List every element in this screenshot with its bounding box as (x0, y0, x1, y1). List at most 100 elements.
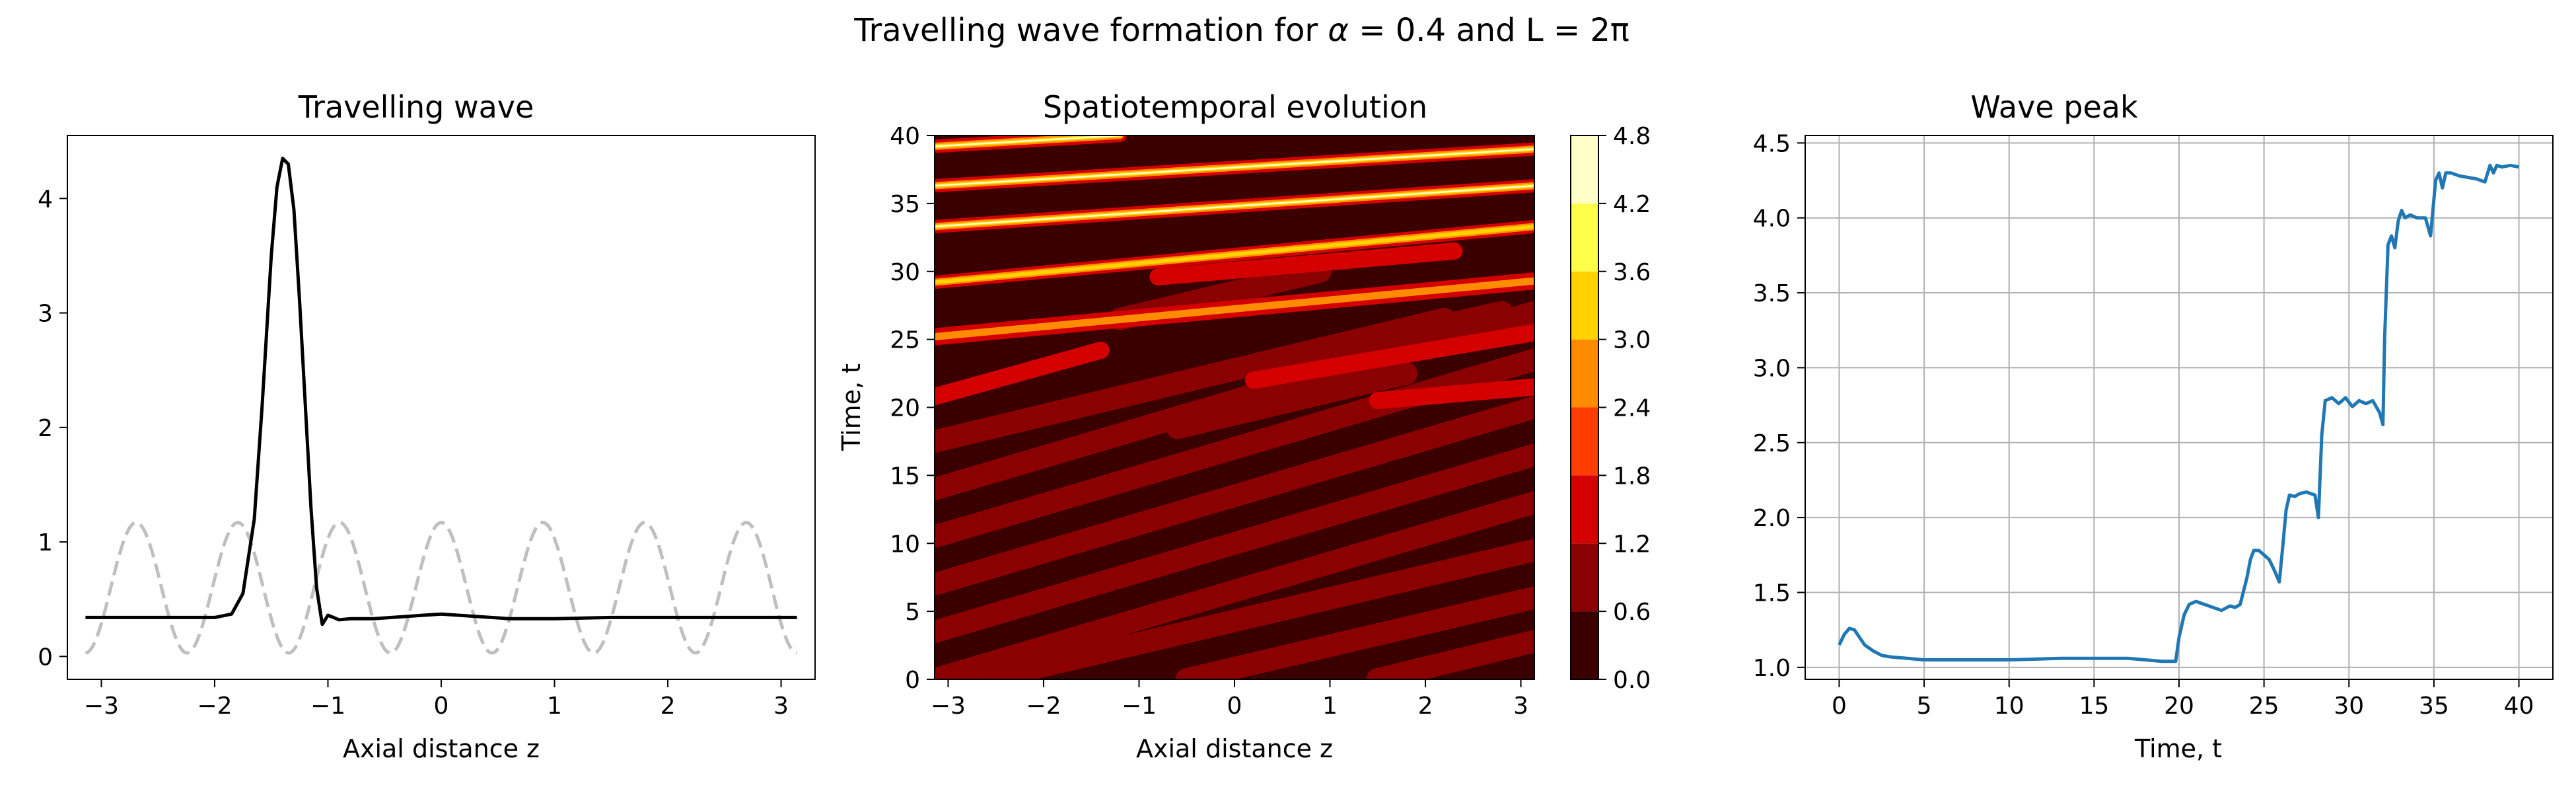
colorbar-tick-label: 4.2 (1613, 191, 1651, 218)
colorbar-segment (1571, 135, 1598, 204)
panel3-grid (1805, 135, 2553, 679)
colorbar-tick-label: 2.4 (1613, 395, 1651, 422)
wave-peak-line (1838, 163, 2519, 663)
panel3-yticks: 1.0 1.5 2.0 2.5 3.0 3.5 4.0 4.5 (1753, 130, 1805, 682)
colorbar-segment (1571, 271, 1598, 340)
panel3-title: Wave peak (1970, 89, 2138, 125)
colorbar-tick-label: 0.0 (1613, 667, 1651, 694)
panel2-xlabel: Axial distance z (1136, 734, 1333, 763)
colorbar-segment (1571, 339, 1598, 408)
colorbar-segment (1571, 203, 1598, 272)
heatmap-ridge-outer (1244, 324, 1534, 389)
figure-suptitle: Travelling wave formation for α = 0.4 an… (853, 12, 1629, 49)
heatmap-ridge-mid (935, 277, 1534, 341)
panel1-xtick-label: −3 (84, 693, 119, 720)
panel-wave-peak: Wave peak 0 5 10 15 20 25 30 35 40 1.0 1.5 2.0 2.5 3… (1753, 89, 2554, 763)
panel2-xticks: −3 −2 −1 0 1 2 3 (931, 679, 1528, 720)
forcing-curve (85, 521, 798, 655)
panel3-xtick-label: 40 (2504, 693, 2534, 720)
panel3-xtick-label: 30 (2334, 693, 2364, 720)
panel2-ytick-label: 5 (905, 599, 920, 626)
colorbar-tick-label: 3.0 (1613, 327, 1651, 354)
colorbar: 0.0 0.6 1.2 1.8 2.4 3.0 3.6 4.2 4.8 (1570, 123, 1651, 694)
panel1-xtick-label: 0 (434, 693, 449, 720)
panel1-xticks: −3 −2 −1 0 1 2 3 (84, 679, 789, 720)
heatmap-ridge-outer (1149, 242, 1463, 285)
heatmap-ridge-peak (935, 184, 1534, 228)
heatmap-ridge-outer (935, 342, 1110, 406)
panel3-xtick-label: 10 (1994, 693, 2024, 720)
panel2-ytick-label: 35 (890, 191, 920, 218)
panel3-ytick-label: 1.0 (1753, 655, 1791, 682)
panel1-xlabel: Axial distance z (343, 734, 540, 763)
colorbar-tick-label: 3.6 (1613, 259, 1651, 286)
panel2-ytick-label: 30 (890, 259, 920, 286)
panel2-ylabel: Time, t (837, 363, 866, 451)
panel1-xtick-label: 3 (773, 693, 789, 720)
panel2-ytick-label: 20 (890, 395, 920, 422)
colorbar-tick-label: 1.8 (1613, 463, 1651, 490)
panel1-ytick-label: 2 (38, 415, 53, 442)
heatmap-band (935, 396, 1534, 595)
panel3-xtick-label: 15 (2079, 693, 2109, 720)
colorbar-segment (1571, 543, 1598, 612)
panel3-ytick-label: 1.5 (1753, 580, 1791, 607)
panel3-ytick-label: 3.0 (1753, 355, 1791, 382)
panel3-xticks: 0 5 10 15 20 25 30 35 40 (1832, 679, 2534, 720)
panel3-plot (1838, 163, 2519, 663)
panel2-ytick-label: 25 (890, 327, 920, 354)
panel-travelling-wave: Travelling wave −3 −2 −1 0 1 2 3 0 1 2 3 4 Axial d… (38, 89, 816, 763)
heatmap-band (975, 539, 1534, 679)
colorbar-tick-label: 1.2 (1613, 531, 1651, 558)
panel3-xtick-label: 0 (1832, 693, 1847, 720)
colorbar-tick-label: 0.6 (1613, 599, 1651, 626)
panel3-ytick-label: 2.5 (1753, 430, 1791, 457)
panel2-xtick-label: 0 (1227, 693, 1242, 720)
panel3-xtick-label: 5 (1917, 693, 1932, 720)
panel2-ytick-label: 40 (890, 123, 920, 150)
panel-spatiotemporal: Spatiotemporal evolution −3 −2 −1 0 1 2 3 0 5 10… (837, 89, 1651, 763)
panel1-xtick-label: 2 (661, 693, 676, 720)
heatmap-ridge-core (935, 224, 1534, 285)
panel2-ytick-label: 15 (890, 463, 920, 490)
panel3-ytick-label: 2.0 (1753, 505, 1791, 532)
panel2-xtick-label: 3 (1513, 693, 1528, 720)
colorbar-segment (1571, 407, 1598, 476)
panel1-title: Travelling wave (298, 89, 534, 125)
panel1-xtick-label: 1 (547, 693, 562, 720)
panel1-ytick-label: 3 (38, 301, 53, 328)
panel2-ytick-label: 0 (905, 667, 920, 694)
panel2-xtick-label: −3 (931, 693, 966, 720)
heatmap-band (1175, 586, 1534, 679)
heatmap-field (935, 135, 1534, 679)
heatmap-ridge-outer (1369, 378, 1534, 410)
panel3-xlabel: Time, t (2134, 734, 2222, 763)
panel3-ytick-label: 4.5 (1753, 130, 1791, 157)
heatmap-ridge-peak (935, 148, 1534, 187)
colorbar-segment (1571, 611, 1598, 679)
panel1-xtick-label: −2 (197, 693, 232, 720)
panel2-ytick-label: 10 (890, 531, 920, 558)
panel1-plot (85, 157, 798, 655)
heatmap-band (1366, 630, 1534, 679)
panel2-title: Spatiotemporal evolution (1043, 89, 1427, 125)
panel3-xtick-label: 20 (2164, 693, 2194, 720)
panel3-ytick-label: 4.0 (1753, 206, 1791, 233)
panel2-xtick-label: −1 (1122, 693, 1157, 720)
panel1-ytick-label: 4 (38, 186, 53, 213)
wave-curve (85, 157, 797, 626)
heatmap-ridge-peak (935, 135, 1121, 147)
colorbar-segment (1571, 475, 1598, 544)
heatmap-band (1166, 362, 1418, 439)
panel1-yticks: 0 1 2 3 4 (38, 186, 67, 671)
panel2-xtick-label: −2 (1026, 693, 1061, 720)
panel1-ytick-label: 1 (38, 529, 53, 556)
panel1-ytick-label: 0 (38, 644, 53, 671)
colorbar-tick-label: 4.8 (1613, 123, 1651, 150)
panel2-xtick-label: 1 (1322, 693, 1338, 720)
panel3-ytick-label: 3.5 (1753, 280, 1791, 307)
heatmap-band (935, 443, 1534, 643)
panel2-yticks: 0 5 10 15 20 25 30 35 40 (890, 123, 935, 694)
heatmap-band (1280, 301, 1513, 371)
